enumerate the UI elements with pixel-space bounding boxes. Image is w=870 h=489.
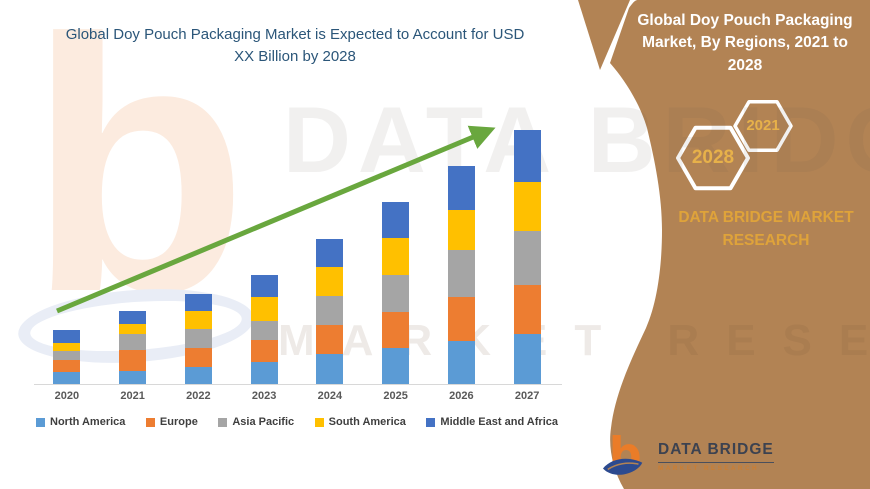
watermark-marketresearch-text: MARKET RESEARCH [278, 316, 870, 365]
x-tick-2024: 2024 [317, 390, 343, 402]
plot-area [34, 110, 560, 384]
x-tick-2022: 2022 [186, 390, 211, 402]
footer-logo: b DATA BRIDGE MARKET RESEARCH [602, 431, 774, 481]
bar-segment-2023-asia-pacific [250, 321, 278, 340]
logo-swoosh-slit [607, 462, 639, 471]
bar-segment-2020-south-america [53, 343, 81, 351]
bar-segment-2027-south-america [513, 182, 541, 231]
x-axis-line [34, 384, 562, 385]
bar-segment-2025-south-america [382, 238, 410, 275]
bar-segment-2021-middle-east-and-africa [119, 311, 147, 324]
legend-swatch [426, 417, 436, 427]
bar-segment-2027-north-america [513, 334, 541, 384]
bar-2023 [250, 275, 278, 384]
x-tick-2020: 2020 [54, 390, 80, 402]
side-panel-title: Global Doy Pouch Packaging Market, By Re… [637, 12, 853, 74]
legend-swatch [218, 417, 228, 427]
legend-item-north-america: North America [36, 416, 125, 428]
footer-logo-name: DATA BRIDGE [658, 441, 774, 463]
bar-segment-2020-europe [53, 360, 81, 372]
bar-segment-2026-europe [447, 297, 475, 341]
bar-segment-2026-middle-east-and-africa [447, 166, 475, 210]
hexagon-2028-outline [676, 125, 750, 191]
legend-label: North America [50, 416, 126, 428]
bar-segment-2020-middle-east-and-africa [53, 330, 81, 343]
legend-item-europe: Europe [145, 416, 198, 428]
bar-segment-2021-north-america [119, 371, 147, 384]
bar-segment-2020-north-america [53, 372, 81, 384]
bar-segment-2026-asia-pacific [447, 250, 475, 297]
bar-segment-2023-middle-east-and-africa [250, 275, 278, 297]
bar-segment-2027-europe [513, 285, 541, 334]
bar-segment-2025-middle-east-and-africa [382, 202, 410, 238]
bar-segment-2023-europe [250, 340, 278, 362]
bar-segment-2026-north-america [447, 341, 475, 384]
bar-segment-2021-south-america [119, 324, 147, 334]
legend-item-asia-pacific: Asia Pacific [218, 416, 294, 428]
bar-2021 [119, 311, 147, 384]
footer-logo-tagline: MARKET RESEARCH [658, 464, 759, 472]
bar-segment-2023-north-america [250, 362, 278, 384]
hexagon-2028-label: 2028 [691, 147, 735, 168]
bar-segment-2022-south-america [184, 311, 212, 329]
legend-label: Asia Pacific [232, 416, 295, 428]
bar-segment-2024-north-america [316, 354, 344, 384]
legend-item-middle-east-and-africa: Middle East and Africa [426, 416, 558, 428]
legend-label: Europe [159, 416, 198, 428]
bar-segment-2022-middle-east-and-africa [184, 294, 212, 311]
bar-segment-2022-europe [184, 348, 212, 367]
panel-main-shape [610, 0, 870, 489]
bar-segment-2026-south-america [447, 210, 475, 250]
x-tick-2026: 2026 [449, 390, 474, 402]
x-tick-2027: 2027 [514, 390, 540, 402]
bar-segment-2023-south-america [250, 297, 278, 321]
legend-swatch [36, 417, 45, 427]
legend-label: South America [328, 416, 406, 428]
panel-top-wedge [578, 0, 630, 70]
legend-item-south-america: South America [314, 416, 406, 428]
hexagon-2021-label: 2021 [746, 117, 780, 134]
chart-title: Global Doy Pouch Packaging Market is Exp… [65, 26, 525, 65]
chart-legend: North America Europe Asia Pacific South Ame… [36, 416, 558, 428]
brand-name: DATA BRIDGE MARKET RESEARCH [678, 209, 854, 250]
bar-segment-2022-north-america [184, 367, 212, 384]
bar-2024 [316, 239, 344, 384]
legend-label: Middle East and Africa [440, 416, 558, 428]
bar-segment-2025-asia-pacific [382, 275, 410, 312]
bar-2020 [53, 330, 81, 384]
x-tick-2025: 2025 [383, 390, 408, 402]
x-axis-labels: 2020 2021 2022 2023 2024 2025 2026 2027 [34, 390, 560, 402]
bar-segment-2020-asia-pacific [53, 351, 81, 360]
hexagon-2021-outline [733, 100, 793, 152]
bar-segment-2021-europe [119, 350, 147, 371]
legend-swatch [145, 417, 155, 427]
bar-2022 [184, 294, 212, 384]
bar-segment-2024-south-america [316, 267, 344, 296]
bar-segment-2022-asia-pacific [184, 329, 212, 348]
bar-2027 [513, 130, 541, 384]
x-tick-2021: 2021 [120, 390, 145, 402]
legend-swatch [314, 417, 324, 427]
bar-2025 [382, 202, 410, 384]
bar-segment-2025-europe [382, 312, 410, 348]
bar-segment-2027-middle-east-and-africa [513, 130, 541, 182]
databridge-logo-icon: b [602, 431, 643, 481]
x-tick-2023: 2023 [251, 390, 277, 402]
bar-segment-2024-europe [316, 325, 344, 354]
bar-segment-2024-middle-east-and-africa [316, 239, 344, 267]
bar-segment-2025-north-america [382, 348, 410, 384]
bar-2026 [447, 166, 475, 384]
bar-segment-2027-asia-pacific [513, 231, 541, 285]
bar-segment-2024-asia-pacific [316, 296, 344, 325]
bar-segment-2021-asia-pacific [119, 334, 147, 350]
